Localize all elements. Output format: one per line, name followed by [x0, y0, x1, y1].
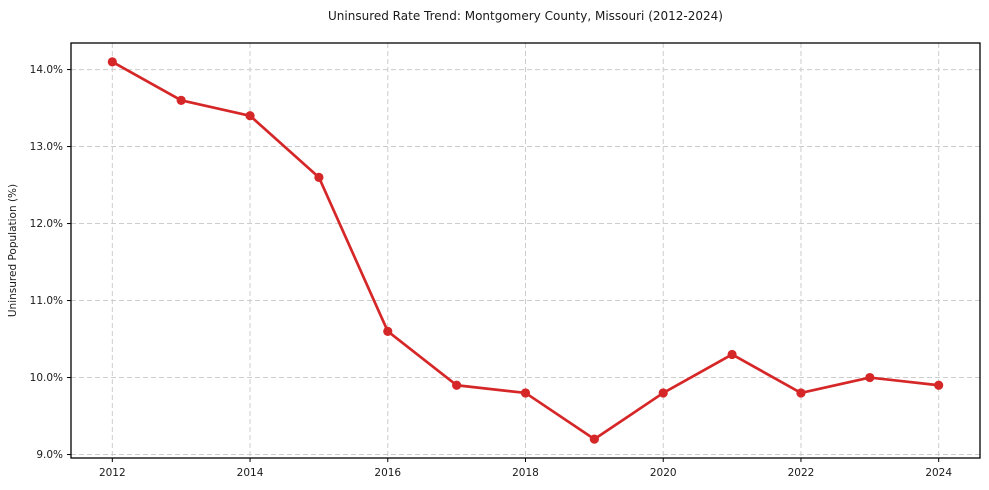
data-point [589, 434, 599, 444]
x-tick-label: 2012 [99, 467, 126, 479]
y-tick-label: 11.0% [30, 295, 63, 307]
data-point [934, 380, 944, 390]
data-point [383, 326, 393, 336]
x-tick-label: 2016 [374, 467, 401, 479]
y-tick-label: 14.0% [30, 64, 63, 76]
data-point [658, 388, 668, 398]
data-point [452, 380, 462, 390]
data-point [865, 372, 875, 383]
y-axis-label: Uninsured Population (%) [7, 184, 19, 317]
data-point [520, 388, 531, 398]
data-point [107, 57, 117, 67]
data-point [314, 172, 324, 182]
y-tick-label: 12.0% [30, 218, 63, 230]
chart-title: Uninsured Rate Trend: Montgomery County,… [328, 9, 723, 23]
y-tick-label: 10.0% [30, 372, 63, 384]
x-tick-label: 2020 [650, 467, 677, 479]
x-tick-label: 2022 [788, 467, 815, 479]
x-tick-label: 2014 [237, 467, 264, 479]
x-tick-label: 2018 [512, 467, 539, 479]
y-tick-label: 13.0% [30, 141, 63, 153]
data-point [176, 95, 186, 105]
x-tick-label: 2024 [925, 467, 952, 479]
y-tick-label: 9.0% [36, 449, 63, 461]
data-point [245, 111, 255, 121]
data-point [727, 349, 737, 360]
data-point [796, 388, 806, 398]
